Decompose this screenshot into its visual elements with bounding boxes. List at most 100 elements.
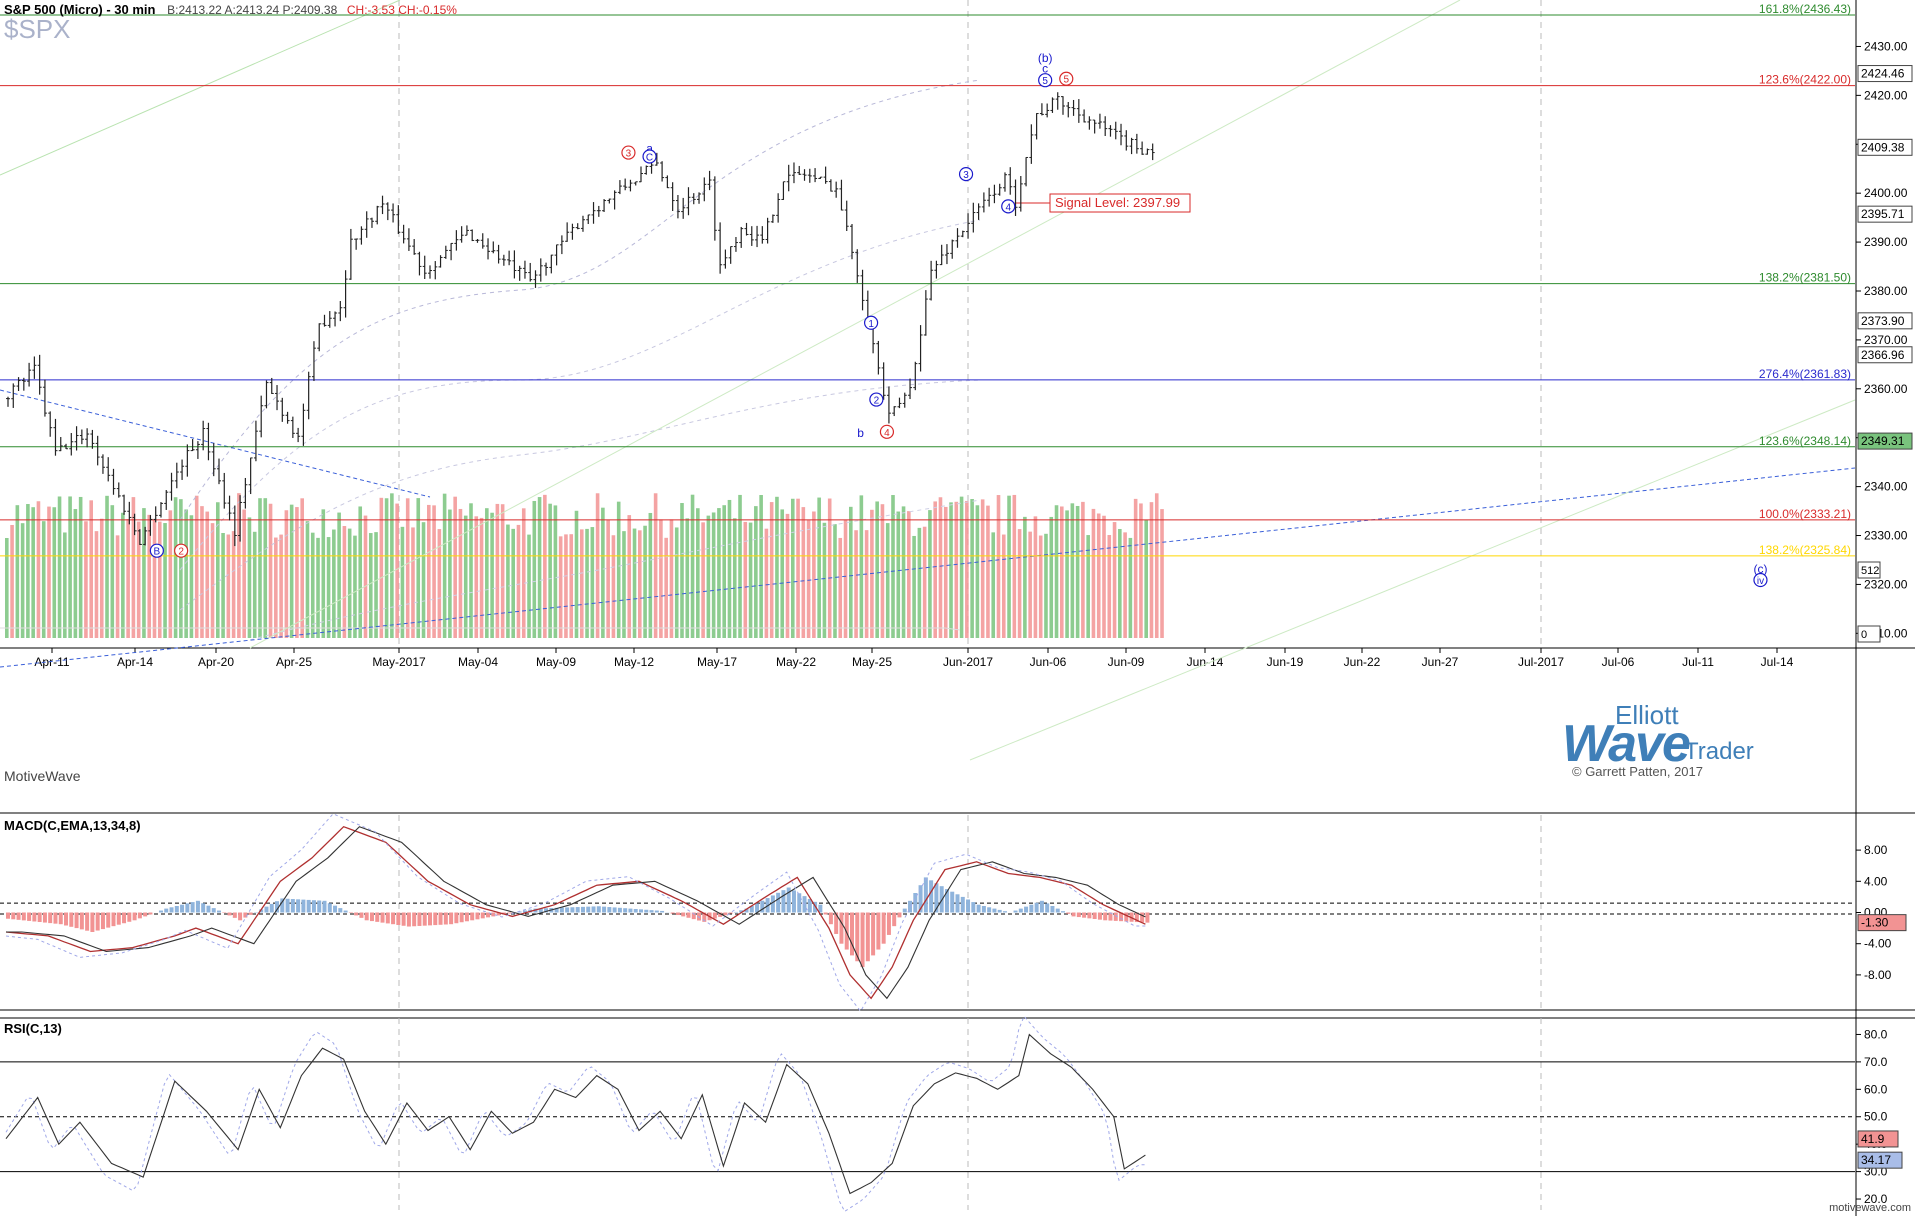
macd-panel-title: MACD(C,EMA,13,34,8)	[4, 818, 141, 833]
volume-bar	[754, 506, 758, 638]
volume-bar	[279, 534, 283, 638]
volume-label-box	[1857, 561, 1881, 579]
volume-bar	[706, 515, 711, 638]
rsi-panel-title: RSI(C,13)	[4, 1021, 62, 1036]
macd-histogram-bar	[206, 905, 211, 913]
volume-bar	[205, 511, 210, 638]
macd-histogram-bar	[1071, 912, 1076, 917]
macd-histogram-bar	[691, 912, 696, 920]
macd-histogram-bar	[296, 899, 301, 913]
macd-histogram-bar	[364, 912, 369, 921]
volume-bar	[194, 495, 199, 638]
x-tick-label: Jun-06	[1030, 655, 1067, 669]
volume-bar	[1054, 505, 1059, 638]
volume-bar	[442, 493, 447, 638]
macd-histogram-bar	[770, 895, 775, 913]
macd-histogram-bar	[449, 912, 454, 925]
volume-bar	[474, 516, 479, 638]
volume-bar	[31, 507, 35, 638]
macd-histogram-bar	[1140, 912, 1145, 923]
macd-histogram-bar	[496, 912, 501, 916]
macd-histogram-bar	[1039, 900, 1044, 913]
volume-bar	[274, 537, 278, 638]
volume-bar	[368, 533, 373, 638]
wave-label: iv	[1757, 576, 1764, 587]
macd-line	[5, 825, 1146, 1000]
macd-histogram-bar	[275, 901, 280, 913]
macd-histogram-bar	[639, 909, 643, 913]
volume-bar	[548, 503, 552, 638]
volume-bar	[136, 521, 141, 638]
volume-bar	[912, 535, 916, 638]
wave-label-circle	[621, 145, 636, 160]
wave-label-circle	[1001, 199, 1016, 214]
macd-histogram-bar	[1066, 912, 1071, 914]
macd-histogram-bar	[311, 900, 316, 913]
macd-histogram-bar	[280, 898, 285, 913]
volume-bar	[711, 512, 716, 638]
volume-bar	[759, 495, 763, 638]
volume-bar	[537, 497, 542, 638]
macd-histogram-bar	[702, 912, 707, 922]
macd-histogram-bar	[908, 900, 913, 913]
volume-bar	[801, 507, 806, 638]
macd-histogram-bar	[111, 912, 116, 927]
volume-bar	[601, 507, 605, 638]
volume-bar	[300, 498, 304, 638]
macd-value-label: -1.30	[1861, 916, 1889, 930]
volume-bar	[680, 503, 684, 638]
macd-histogram-bar	[628, 908, 633, 913]
x-tick-label: Jun-27	[1422, 655, 1459, 669]
macd-histogram-bar	[143, 912, 148, 917]
macd-histogram-bar	[786, 887, 791, 913]
macd-histogram-bar	[850, 912, 854, 956]
macd-histogram-bar	[828, 912, 833, 925]
volume-bar	[221, 533, 225, 638]
wave-label-circle	[958, 167, 974, 182]
macd-histogram-bar	[1029, 904, 1034, 913]
macd-histogram-bar	[158, 910, 163, 913]
macd-histogram-bar	[21, 912, 26, 921]
macd-histogram-bar	[876, 912, 881, 950]
macd-histogram-bar	[728, 912, 733, 914]
volume-bar	[1001, 534, 1006, 638]
volume-bar	[263, 498, 268, 638]
volume-bar	[590, 527, 595, 638]
macd-histogram-bar	[174, 906, 179, 913]
macd-histogram-bar	[522, 910, 527, 913]
macd-histogram-bar	[834, 912, 839, 934]
price-label-box	[1857, 65, 1913, 83]
macd-histogram-bar	[897, 912, 902, 918]
volume-bar	[147, 514, 152, 638]
volume-bar	[616, 501, 621, 638]
volume-bar	[379, 497, 384, 638]
volume-bar	[390, 493, 394, 638]
price-label-box	[1857, 432, 1913, 450]
volume-bar	[210, 523, 215, 638]
signal-level-box	[1049, 193, 1191, 213]
macd-histogram-bar	[844, 912, 849, 950]
volume-bar	[790, 498, 795, 638]
macd-histogram-bar	[580, 906, 585, 913]
volume-bar	[268, 503, 273, 638]
quote-readout: B:2413.22 A:2413.24 P:2409.38	[167, 3, 338, 17]
macd-histogram-bar	[923, 877, 928, 913]
volume-bar	[131, 497, 136, 638]
macd-histogram-bar	[1097, 912, 1102, 920]
macd-histogram-bar	[681, 912, 686, 917]
volume-bar	[606, 520, 610, 638]
macd-histogram-bar	[248, 912, 253, 915]
macd-histogram-bar	[100, 912, 105, 930]
macd-histogram-bar	[79, 912, 84, 930]
rsi-y-tick-label: 70.0	[1864, 1055, 1888, 1069]
volume-bar	[448, 509, 452, 638]
logo-line-2: Wave	[1562, 715, 1691, 773]
volume-bar	[1075, 505, 1080, 638]
volume-bar	[632, 528, 637, 638]
volume-bar	[543, 494, 547, 638]
macd-histogram-bar	[934, 883, 939, 913]
price-panel-bg	[0, 0, 1855, 648]
signal-level-label: Signal Level: 2397.99	[1055, 195, 1180, 210]
trend-line-blue	[0, 389, 431, 498]
